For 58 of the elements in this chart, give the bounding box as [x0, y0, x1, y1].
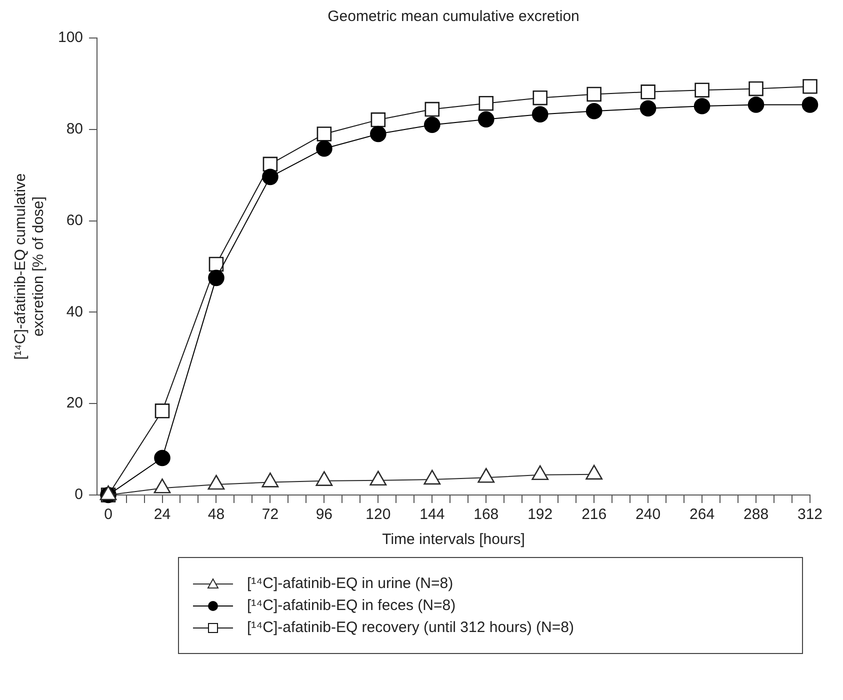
y-tick-label: 80: [66, 120, 84, 138]
legend-label: [¹⁴C]-afatinib-EQ recovery (until 312 hours) (N=8): [247, 619, 574, 636]
y-tick-label: 20: [66, 394, 84, 412]
x-tick-label: 48: [208, 506, 225, 524]
y-tick-label: 60: [66, 212, 84, 229]
point: [802, 79, 818, 94]
point: [640, 100, 656, 117]
point: [154, 478, 171, 494]
point: [532, 465, 549, 480]
point: [586, 86, 602, 102]
point: [370, 470, 387, 486]
point: [262, 472, 279, 488]
point: [478, 96, 494, 111]
point: [640, 84, 656, 100]
x-tick-label: 144: [420, 506, 445, 524]
x-tick-label: 192: [528, 506, 553, 524]
point: [316, 140, 332, 157]
point: [208, 474, 225, 490]
legend-label: [¹⁴C]-afatinib-EQ in urine (N=8): [247, 575, 454, 592]
x-tick-label: 120: [366, 506, 391, 524]
point: [262, 168, 278, 186]
point: [370, 112, 386, 128]
point: [100, 485, 117, 500]
point: [532, 90, 548, 106]
point: [370, 126, 386, 142]
x-axis-title: Time intervals [hours]: [382, 531, 525, 548]
point: [586, 102, 602, 120]
point: [424, 116, 440, 133]
point: [694, 82, 710, 98]
x-tick-label: 264: [690, 506, 715, 524]
x-tick-label: 240: [636, 506, 661, 524]
point: [424, 102, 440, 117]
point: [208, 270, 224, 286]
point: [316, 471, 333, 486]
x-tick-label: 24: [154, 506, 171, 524]
point: [802, 96, 818, 113]
x-tick-label: 96: [316, 506, 333, 524]
y-tick-label: 40: [66, 303, 84, 320]
x-tick-label: 216: [582, 506, 607, 524]
y-tick-label: 0: [74, 486, 84, 504]
x-tick-label: 288: [744, 506, 769, 524]
x-tick-label: 168: [474, 506, 499, 524]
point: [748, 81, 764, 96]
point: [694, 98, 710, 114]
point: [586, 464, 603, 480]
point: [316, 126, 332, 142]
point: [478, 468, 495, 483]
point: [532, 106, 548, 122]
y-axis-title: [¹⁴C]-afatinib-EQ cumulative excretion [% of dose]: [12, 173, 48, 360]
x-tick-label: 72: [262, 506, 279, 524]
point: [424, 470, 441, 485]
y-tick-label: 100: [58, 29, 84, 46]
legend-label: [¹⁴C]-afatinib-EQ in feces (N=8): [247, 597, 456, 614]
point: [478, 111, 494, 128]
chart-title: Geometric mean cumulative excretion: [328, 8, 580, 26]
point: [748, 96, 764, 113]
x-tick-label: 0: [104, 506, 112, 524]
x-tick-label: 312: [797, 506, 823, 524]
